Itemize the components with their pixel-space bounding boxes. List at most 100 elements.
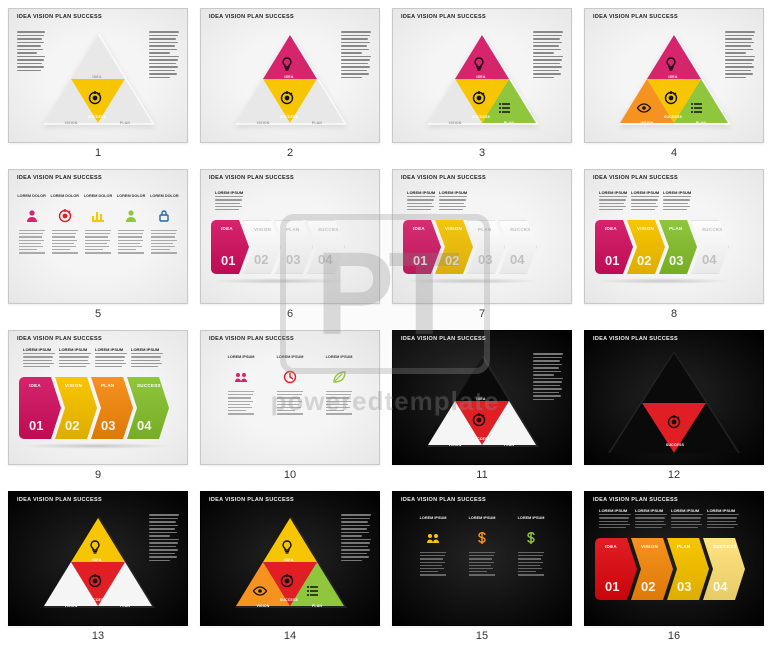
chevron-step: IDEA01 — [19, 377, 61, 439]
chevron-step: IDEA01 — [403, 220, 441, 274]
icon-column-header: LOREM IPSUM — [469, 516, 496, 524]
slide-number: 16 — [668, 630, 680, 642]
target-icon — [84, 570, 106, 592]
slide-thumbnail[interactable]: IDEA VISION PLAN SUCCESSIDEASUCCESSVISIO… — [8, 491, 188, 626]
icon-column-header: LOREM IPSUM — [420, 516, 447, 524]
slide-title: IDEA VISION PLAN SUCCESS — [593, 14, 755, 20]
icon-column-header: LOREM IPSUM — [518, 516, 545, 524]
chevron-number: 02 — [641, 579, 667, 594]
slide-thumbnail[interactable]: IDEA VISION PLAN SUCCESSIDEASUCCESSVISIO… — [8, 8, 188, 143]
icon-column-header: LOREM IPSUM — [228, 355, 255, 363]
chevron-label: IDEA — [605, 544, 631, 549]
thumbnail-cell: IDEA VISION PLAN SUCCESSLOREM IPSUMLOREM… — [200, 330, 380, 481]
chevron-label: IDEA — [413, 226, 435, 231]
slide-title: IDEA VISION PLAN SUCCESS — [17, 336, 179, 342]
pyramid-top-triangle — [642, 353, 706, 403]
chevron-label: VISION — [637, 226, 659, 231]
chevron-number: 03 — [478, 252, 498, 267]
slide-number: 7 — [479, 308, 485, 320]
slide-thumbnail[interactable]: IDEA VISION PLAN SUCCESSIDEASUCCESSVISIO… — [392, 8, 572, 143]
thumbnail-cell: IDEA VISION PLAN SUCCESSLOREM DOLORLOREM… — [8, 169, 188, 320]
slide-number: 2 — [287, 147, 293, 159]
thumbnail-cell: IDEA VISION PLAN SUCCESSIDEASUCCESSVISIO… — [392, 330, 572, 481]
slide-thumbnail[interactable]: IDEA VISION PLAN SUCCESSLOREM IPSUMLOREM… — [392, 491, 572, 626]
chevron-header: LOREM IPSUM — [635, 508, 663, 513]
slide-number: 14 — [284, 630, 296, 642]
slide-number: 8 — [671, 308, 677, 320]
chevron-header: LOREM IPSUM — [599, 508, 627, 513]
chart-icon — [90, 206, 106, 226]
chevron-strip: IDEA01VISION02PLAN03SUCCESS04 — [595, 220, 723, 274]
slide-thumbnail[interactable]: IDEA VISION PLAN SUCCESSLOREM IPSUMLOREM… — [584, 169, 764, 304]
pyramid-top-label: IDEA — [269, 558, 309, 562]
slide-title: IDEA VISION PLAN SUCCESS — [209, 497, 371, 503]
dollar-icon — [474, 528, 490, 548]
icon-row: LOREM DOLORLOREM DOLORLOREM DOLORLOREM D… — [15, 194, 181, 254]
chevron-number: 02 — [254, 252, 274, 267]
pyramid-top-label: IDEA — [461, 75, 501, 79]
icon-column-header: LOREM DOLOR — [117, 194, 145, 202]
slide-number: 5 — [95, 308, 101, 320]
pyramid-mid-label: SUCCESS — [269, 598, 309, 602]
pyramid-mid-label: SUCCESS — [77, 115, 117, 119]
slide-thumbnail[interactable]: IDEA VISION PLAN SUCCESSIDEASUCCESSVISIO… — [584, 8, 764, 143]
chevron-number: 03 — [286, 252, 306, 267]
chevron-label: PLAN — [286, 227, 306, 232]
eye-icon — [249, 580, 271, 602]
chevron-strip: IDEA01VISION02PLAN03SUCCESS04 — [403, 220, 531, 274]
icon-column-desc — [118, 230, 144, 254]
chevron-header: LOREM IPSUM — [671, 508, 699, 513]
target-icon — [468, 87, 490, 109]
pyramid-mid-label: SUCCESS — [655, 443, 695, 447]
slide-thumbnail[interactable]: IDEA VISION PLAN SUCCESSLOREM IPSUMLOREM… — [584, 491, 764, 626]
chevron-label: VISION — [445, 226, 467, 231]
pyramid-botL-label: VISION — [51, 604, 91, 608]
slide-thumbnail[interactable]: IDEA VISION PLAN SUCCESSLOREM IPSUMLOREM… — [8, 330, 188, 465]
chevron-strip: IDEA01VISION02PLAN03SUCCESS04 — [211, 220, 339, 274]
target-icon — [276, 570, 298, 592]
slide-thumbnail[interactable]: IDEA VISION PLAN SUCCESSSUCCESS — [584, 330, 764, 465]
chevron-number: 02 — [445, 253, 467, 268]
thumbnail-cell: IDEA VISION PLAN SUCCESSLOREM IPSUMIDEA0… — [200, 169, 380, 320]
icon-column-desc — [151, 230, 177, 254]
slide-thumbnail[interactable]: IDEA VISION PLAN SUCCESSIDEASUCCESSVISIO… — [392, 330, 572, 465]
icon-column-header: LOREM IPSUM — [326, 355, 353, 363]
slide-thumbnail[interactable]: IDEA VISION PLAN SUCCESS IDEA SUCCESS VISIO… — [200, 491, 380, 626]
chevron-step: SUCCESS04 — [127, 377, 169, 439]
bulb-icon — [276, 53, 298, 75]
chevron-number: 04 — [137, 418, 163, 433]
chevron-strip: IDEA01VISION02PLAN03SUCCESS04 — [19, 377, 163, 439]
chevron-number: 01 — [29, 418, 55, 433]
chevron-step: PLAN03 — [91, 377, 133, 439]
chevron-step: PLAN03 — [667, 538, 709, 600]
chevron-label: IDEA — [605, 226, 627, 231]
target-icon — [57, 206, 73, 226]
chevron-label: IDEA — [221, 226, 243, 231]
chevron-header: LOREM IPSUM — [131, 347, 159, 352]
pyramid-botL-label: VISION — [243, 604, 283, 608]
pyramid-top-label: IDEA — [77, 75, 117, 79]
slide-thumbnail[interactable]: IDEA VISION PLAN SUCCESSIDEASUCCESSVISIO… — [200, 8, 380, 143]
chevron-header: LOREM IPSUM — [439, 190, 467, 195]
chevron-strip: IDEA01VISION02PLAN03SUCCESS04 — [595, 538, 739, 600]
chevron-label: VISION — [641, 544, 667, 549]
slide-number: 9 — [95, 469, 101, 481]
slide-thumbnail[interactable]: IDEA VISION PLAN SUCCESSLOREM IPSUMLOREM… — [392, 169, 572, 304]
chevron-label: SUCCESS — [713, 544, 739, 549]
clock-icon — [282, 367, 298, 387]
icon-row: LOREM IPSUM LOREM IPSUM LOREM IPSUM — [399, 516, 565, 576]
slide-number: 3 — [479, 147, 485, 159]
pyramid-botL-label: VISION — [243, 121, 283, 125]
chevron-label: PLAN — [669, 226, 691, 231]
chevron-step: IDEA01 — [595, 220, 633, 274]
slide-title: IDEA VISION PLAN SUCCESS — [209, 175, 371, 181]
icon-column-desc — [326, 391, 352, 415]
slide-thumbnail[interactable]: IDEA VISION PLAN SUCCESSLOREM IPSUMLOREM… — [200, 330, 380, 465]
slide-title: IDEA VISION PLAN SUCCESS — [401, 175, 563, 181]
icon-column-header: LOREM DOLOR — [84, 194, 112, 202]
thumbnail-grid: IDEA VISION PLAN SUCCESS IDEA SUCCESS VISIO… — [8, 8, 762, 642]
slide-number: 4 — [671, 147, 677, 159]
slide-thumbnail[interactable]: IDEA VISION PLAN SUCCESSLOREM DOLORLOREM… — [8, 169, 188, 304]
slide-thumbnail[interactable]: IDEA VISION PLAN SUCCESSLOREM IPSUMIDEA0… — [200, 169, 380, 304]
pyramid-mid-label: SUCCESS — [77, 598, 117, 602]
